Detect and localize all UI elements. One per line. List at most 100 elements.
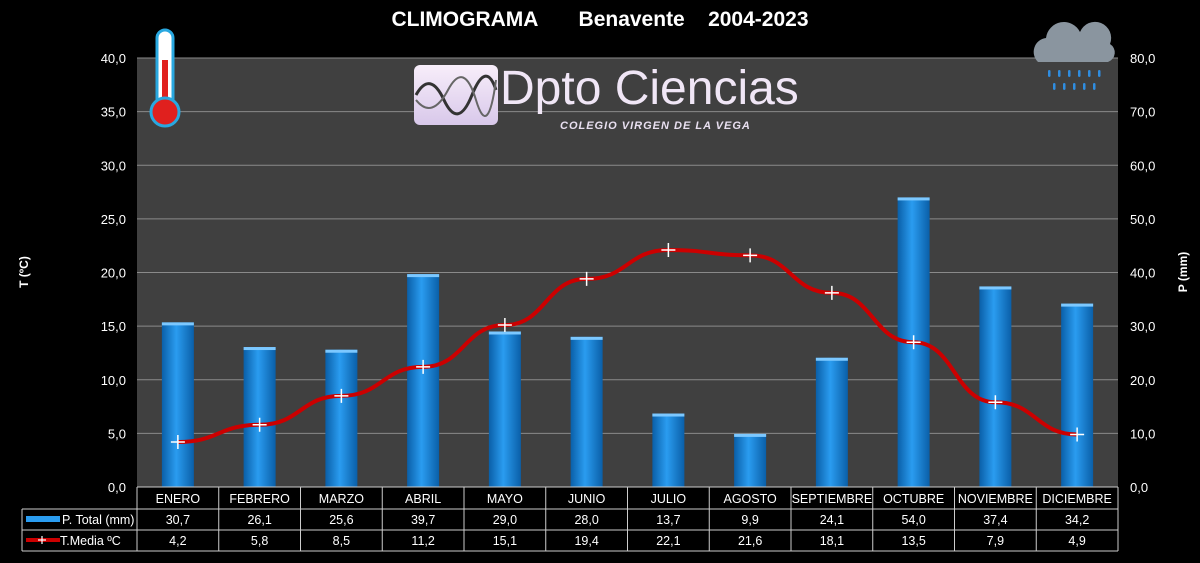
table-cell-temp: 5,8 — [251, 534, 268, 548]
y-tick-right: 70,0 — [1130, 105, 1155, 120]
table-header-month: OCTUBRE — [883, 492, 944, 506]
temperature-marker-agosto — [743, 248, 758, 263]
y-tick-left: 35,0 — [101, 105, 126, 120]
table-header-month: AGOSTO — [723, 492, 777, 506]
precip-bar-diciembre — [1061, 303, 1094, 487]
logo-wave — [415, 76, 497, 117]
temperature-marker-diciembre — [1070, 427, 1085, 442]
table-cell-precip: 39,7 — [411, 513, 435, 527]
table-cell-precip: 28,0 — [574, 513, 598, 527]
table-cell-precip: 25,6 — [329, 513, 353, 527]
thermometer-mercury — [162, 60, 168, 110]
bar-top — [325, 349, 358, 353]
y-tick-right: 50,0 — [1130, 212, 1155, 227]
table-cell-precip: 24,1 — [820, 513, 844, 527]
bar-top — [488, 331, 521, 335]
y-tick-left: 25,0 — [101, 212, 126, 227]
y-axis-label-right: P (mm) — [1176, 252, 1190, 292]
bar-top — [161, 322, 194, 326]
precip-bar-junio — [570, 336, 603, 487]
table-cell-temp: 15,1 — [493, 534, 517, 548]
temperature-marker-febrero — [252, 417, 267, 432]
table-header-month: DICIEMBRE — [1042, 492, 1111, 506]
table-cell-precip: 54,0 — [901, 513, 925, 527]
temperature-marker-noviembre — [988, 395, 1003, 410]
raindrop — [1048, 70, 1051, 77]
y-tick-left: 5,0 — [108, 426, 126, 441]
table-cell-precip: 37,4 — [983, 513, 1007, 527]
y-tick-right: 80,0 — [1130, 51, 1155, 66]
table-header-month: SEPTIEMBRE — [792, 492, 873, 506]
raindrop — [1073, 83, 1076, 90]
y-tick-right: 10,0 — [1130, 426, 1155, 441]
table-cell-temp: 7,9 — [987, 534, 1004, 548]
table-header-month: JUNIO — [568, 492, 606, 506]
table-cell-precip: 34,2 — [1065, 513, 1089, 527]
thermometer-bulb — [149, 96, 181, 128]
precip-bar-noviembre — [979, 286, 1012, 487]
table-cell-precip: 26,1 — [247, 513, 271, 527]
y-tick-left: 20,0 — [101, 266, 126, 281]
raindrop — [1063, 83, 1066, 90]
table-cell-temp: 8,5 — [333, 534, 350, 548]
temperature-marker-octubre — [906, 335, 921, 350]
raindrop — [1053, 83, 1056, 90]
precip-bar-abril — [407, 274, 440, 487]
bar-top — [1061, 303, 1094, 307]
bar-top — [243, 347, 276, 351]
table-cell-precip: 30,7 — [166, 513, 190, 527]
temperature-marker-mayo — [497, 318, 512, 333]
y-tick-left: 15,0 — [101, 319, 126, 334]
cloud-shape — [1033, 21, 1115, 63]
precip-bar-agosto — [734, 433, 767, 487]
raindrop — [1098, 70, 1101, 77]
raindrop — [1068, 70, 1071, 77]
legend-label-temp: T.Media ºC — [60, 534, 121, 548]
table-cell-temp: 11,2 — [411, 534, 434, 548]
precip-bar-septiembre — [815, 357, 848, 487]
table-header-month: JULIO — [651, 492, 687, 506]
bar-top — [407, 274, 440, 278]
temperature-marker-marzo — [334, 388, 349, 403]
table-header-month: MAYO — [487, 492, 523, 506]
raindrop — [1088, 70, 1091, 77]
raindrop — [1058, 70, 1061, 77]
table-cell-temp: 22,1 — [656, 534, 680, 548]
legend-marker-temp — [38, 536, 46, 544]
thermometer-icon — [149, 28, 181, 128]
raindrop — [1083, 83, 1086, 90]
y-tick-right: 20,0 — [1130, 373, 1155, 388]
table-header-month: ABRIL — [405, 492, 441, 506]
logo-text: Dpto Ciencias — [500, 62, 799, 115]
table-header-month: FEBRERO — [229, 492, 290, 506]
y-tick-left: 10,0 — [101, 373, 126, 388]
raindrop — [1078, 70, 1081, 77]
precip-bar-mayo — [488, 331, 521, 487]
bar-top — [734, 433, 767, 437]
table-cell-temp: 21,6 — [738, 534, 762, 548]
bar-top — [897, 197, 930, 201]
y-tick-right: 60,0 — [1130, 158, 1155, 173]
table-header-month: ENERO — [156, 492, 201, 506]
rain-cloud-icon — [1033, 21, 1115, 90]
y-tick-left: 30,0 — [101, 158, 126, 173]
precip-bar-marzo — [325, 349, 358, 487]
temperature-marker-septiembre — [824, 285, 839, 300]
y-tick-left: 40,0 — [101, 51, 126, 66]
temperature-marker-junio — [579, 271, 594, 286]
temperature-marker-julio — [661, 242, 676, 257]
bar-top — [652, 413, 685, 417]
bar-top — [979, 286, 1012, 290]
raindrop — [1093, 83, 1096, 90]
temperature-marker-abril — [416, 359, 431, 374]
table-cell-precip: 9,9 — [741, 513, 758, 527]
table-header-month: MARZO — [319, 492, 364, 506]
logo-subtitle: COLEGIO VIRGEN DE LA VEGA — [560, 120, 751, 132]
table-cell-temp: 4,9 — [1068, 534, 1085, 548]
table-cell-temp: 4,2 — [169, 534, 186, 548]
table-cell-temp: 19,4 — [574, 534, 598, 548]
y-tick-left: 0,0 — [108, 480, 126, 495]
table-cell-precip: 29,0 — [493, 513, 517, 527]
y-tick-right: 40,0 — [1130, 266, 1155, 281]
